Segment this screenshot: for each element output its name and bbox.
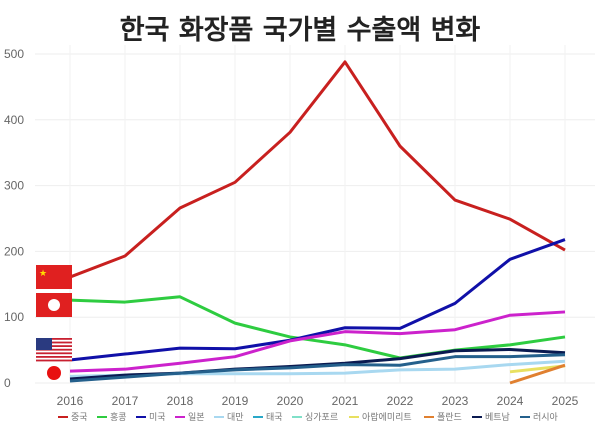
legend-label-6: 싱가포르 bbox=[305, 412, 338, 423]
hongkong-flag-flower bbox=[48, 299, 60, 311]
legend-label-7: 아랍에미리트 bbox=[362, 412, 412, 423]
x-tick-label: 2023 bbox=[442, 394, 469, 408]
legend-label-1: 홍콩 bbox=[110, 411, 127, 423]
legend-label-4: 대만 bbox=[227, 412, 244, 423]
legend-label-5: 태국 bbox=[266, 412, 283, 423]
series-line-1 bbox=[69, 295, 566, 360]
y-tick-label: 500 bbox=[4, 47, 24, 61]
x-tick-label: 2016 bbox=[57, 394, 84, 408]
usa-flag-stripe bbox=[36, 345, 72, 347]
usa-flag-stripe bbox=[36, 348, 72, 351]
series-line-10 bbox=[69, 353, 566, 383]
x-tick-label: 2018 bbox=[167, 394, 194, 408]
x-tick-label: 2025 bbox=[552, 394, 579, 408]
usa-flag-stripe bbox=[36, 338, 72, 340]
y-tick-label: 400 bbox=[4, 113, 24, 127]
usa-flag-stripe bbox=[36, 352, 72, 355]
x-tick-label: 2024 bbox=[497, 394, 524, 408]
y-tick-label: 100 bbox=[4, 310, 24, 324]
legend-label-0: 중국 bbox=[71, 412, 88, 423]
legend-label-2: 미국 bbox=[149, 412, 166, 423]
y-tick-label: 200 bbox=[4, 244, 24, 258]
usa-flag-canton bbox=[36, 338, 52, 350]
series-line-8 bbox=[509, 363, 566, 385]
x-tick-label: 2022 bbox=[387, 394, 414, 408]
chart-title: 한국 화장품 국가별 수출액 변화 bbox=[119, 15, 481, 46]
y-tick-label: 300 bbox=[4, 179, 24, 193]
x-tick-label: 2021 bbox=[332, 394, 359, 408]
japan-flag-sun bbox=[47, 366, 61, 380]
x-tick-label: 2019 bbox=[222, 394, 249, 408]
usa-flag-stripe bbox=[36, 356, 72, 358]
legend-label-8: 폴란드 bbox=[437, 411, 462, 423]
series-line-0 bbox=[69, 60, 566, 279]
china-flag bbox=[36, 265, 72, 289]
series-line-2 bbox=[69, 238, 566, 362]
legend-label-10: 러시아 bbox=[533, 412, 559, 423]
x-tick-label: 2017 bbox=[112, 394, 139, 408]
legend-label-3: 일본 bbox=[188, 412, 205, 423]
usa-flag-stripe bbox=[36, 359, 72, 362]
y-tick-label: 0 bbox=[4, 376, 11, 390]
usa-flag-stripe bbox=[36, 341, 72, 344]
x-tick-label: 2020 bbox=[277, 394, 304, 408]
legend-label-9: 베트남 bbox=[485, 412, 510, 423]
china-flag-star: ★ bbox=[39, 269, 47, 279]
series-line-3 bbox=[69, 310, 566, 373]
